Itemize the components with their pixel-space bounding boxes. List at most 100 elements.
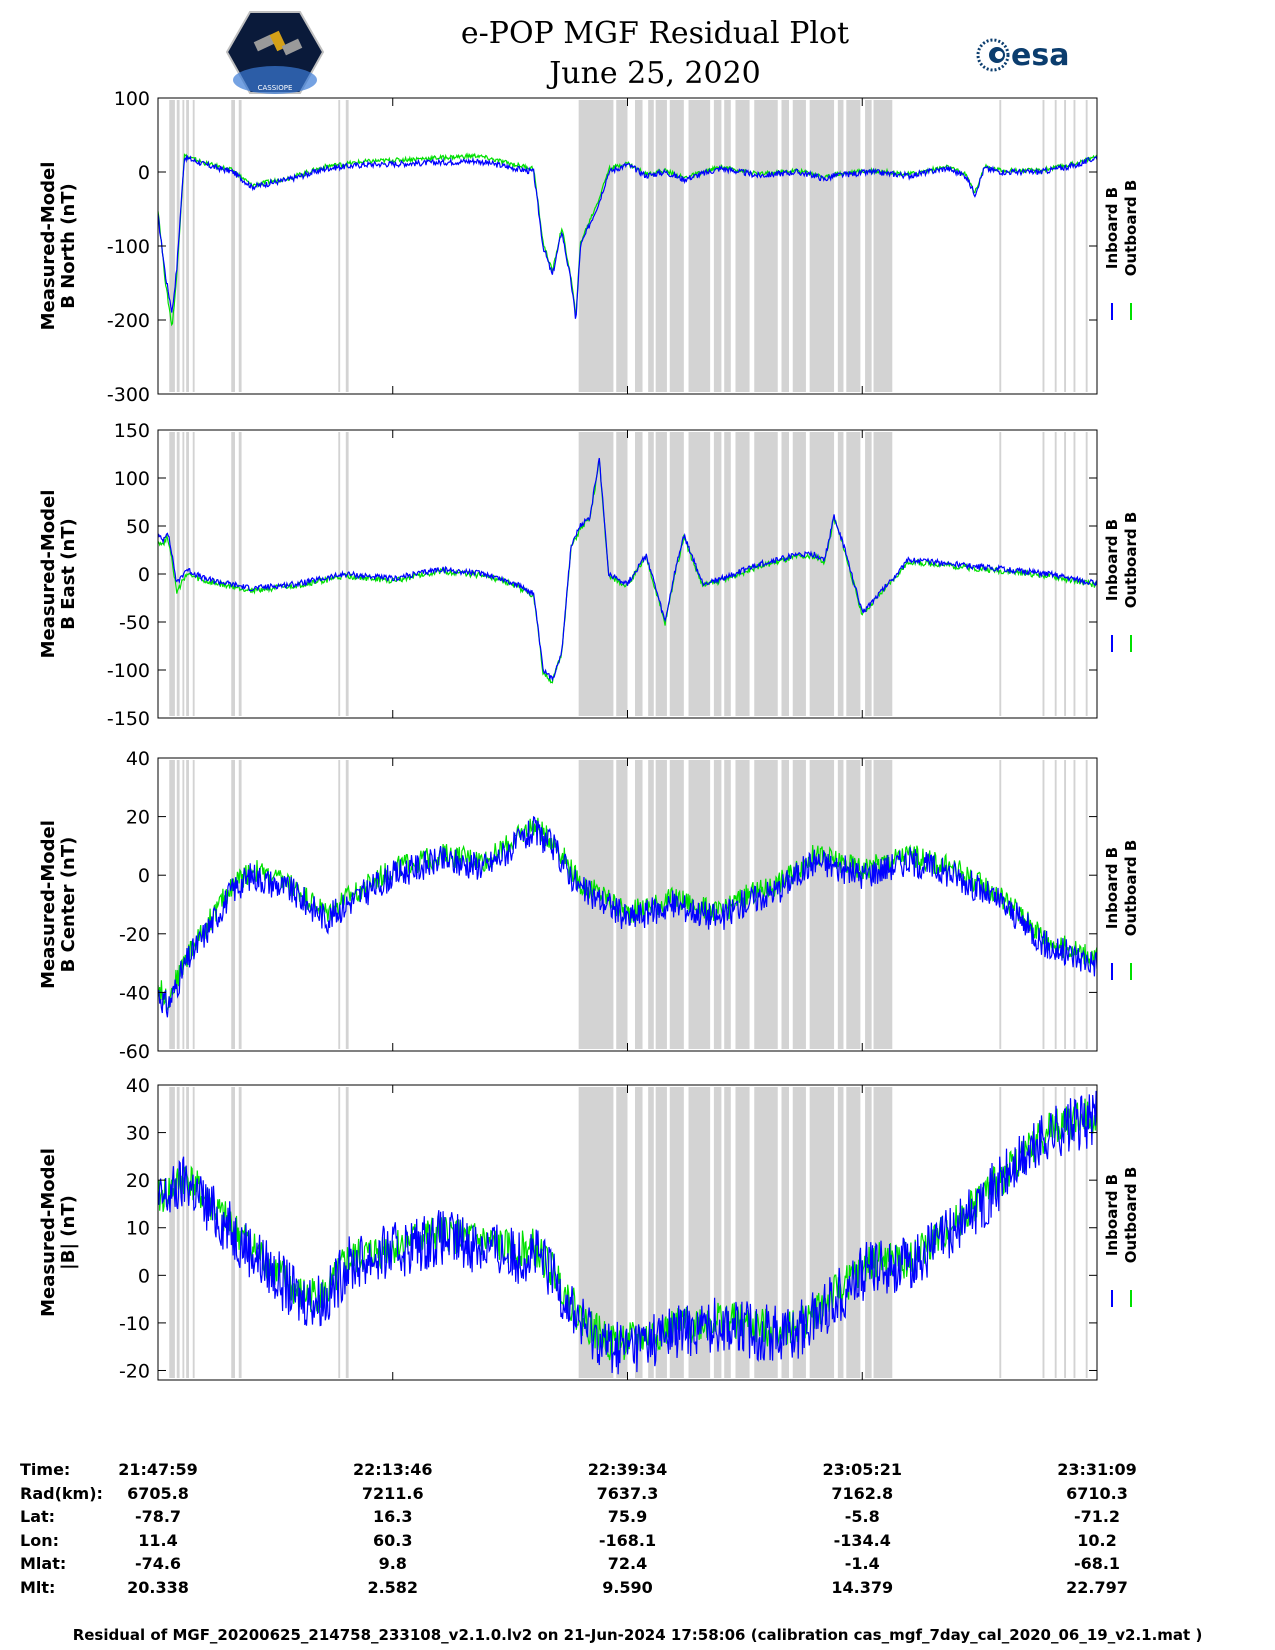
panel-3: 40 20 0 -20 -40 -60 Measured-Model B Center (nT… bbox=[38, 748, 1140, 1063]
legend-label: Outboard B bbox=[1122, 840, 1140, 937]
shaded-interval bbox=[809, 432, 835, 716]
shaded-interval bbox=[837, 432, 844, 716]
shaded-interval bbox=[1085, 432, 1088, 716]
shaded-interval bbox=[192, 760, 195, 1049]
shaded-interval bbox=[578, 100, 614, 392]
y-tick-label: -40 bbox=[119, 982, 150, 1004]
shaded-interval bbox=[186, 760, 189, 1049]
shaded-interval bbox=[648, 100, 654, 392]
y-tick-label: 0 bbox=[138, 865, 150, 887]
shaded-interval bbox=[1073, 432, 1076, 716]
shaded-interval bbox=[837, 760, 844, 1049]
shaded-interval bbox=[169, 100, 175, 392]
shaded-interval bbox=[688, 1087, 711, 1378]
shaded-interval bbox=[846, 1087, 861, 1378]
shaded-interval bbox=[616, 1087, 628, 1378]
shaded-interval bbox=[865, 432, 872, 716]
orbit-info-value: 7162.8 bbox=[831, 1483, 894, 1503]
shaded-interval bbox=[648, 1087, 654, 1378]
orbit-info-value: -5.8 bbox=[844, 1507, 880, 1526]
shaded-interval bbox=[1085, 760, 1088, 1049]
shaded-interval bbox=[231, 100, 235, 392]
shaded-interval bbox=[713, 1087, 722, 1378]
orbit-info-value: -68.1 bbox=[1073, 1554, 1121, 1573]
caption: Residual of MGF_20200625_214758_233108_v… bbox=[72, 1626, 1203, 1644]
orbit-info-table: Time: Rad(km): Lat: Lon: Mlat: Mlt: 21:47:59 67… bbox=[0, 1460, 1275, 1630]
shaded-interval bbox=[1085, 1087, 1088, 1378]
shaded-interval bbox=[837, 100, 844, 392]
shaded-interval bbox=[1073, 1087, 1076, 1378]
shaded-interval bbox=[724, 432, 731, 716]
shaded-interval bbox=[338, 1087, 341, 1378]
orbit-info-value: 75.9 bbox=[607, 1507, 648, 1526]
shaded-interval bbox=[754, 432, 778, 716]
shaded-interval bbox=[724, 100, 731, 392]
shaded-interval bbox=[735, 1087, 750, 1378]
title-line-2: June 25, 2020 bbox=[549, 56, 761, 91]
legend-label: Inboard B bbox=[1103, 519, 1121, 601]
orbit-info-value: -71.2 bbox=[1073, 1507, 1121, 1526]
shaded-interval bbox=[724, 760, 731, 1049]
legend-label: Inboard B bbox=[1103, 187, 1121, 269]
shaded-interval bbox=[176, 760, 180, 1049]
shaded-interval bbox=[999, 432, 1002, 716]
shaded-interval bbox=[792, 1087, 806, 1378]
orbit-info-value: 16.3 bbox=[373, 1507, 413, 1526]
shaded-interval bbox=[865, 100, 872, 392]
panel-2: 150 100 50 0 -50 -100 -150 Measured-Model B East… bbox=[38, 420, 1140, 730]
orbit-info-value: 7211.6 bbox=[361, 1483, 424, 1503]
y-tick-label: -60 bbox=[119, 1041, 150, 1063]
shaded-interval bbox=[781, 760, 790, 1049]
orbit-info-value: 23:31:09 bbox=[1057, 1460, 1137, 1479]
shaded-interval bbox=[616, 100, 628, 392]
orbit-info-label: Mlt: bbox=[20, 1577, 56, 1597]
y-tick-label: 40 bbox=[126, 748, 150, 770]
y-axis-label: B North (nT) bbox=[58, 183, 79, 309]
orbit-info-value: -74.6 bbox=[134, 1554, 182, 1573]
y-axis-label: B East (nT) bbox=[58, 518, 79, 630]
shaded-interval bbox=[688, 100, 711, 392]
orbit-info-value: 10.2 bbox=[1077, 1530, 1117, 1550]
y-axis-label: B Center (nT) bbox=[58, 837, 79, 973]
orbit-info-value: 22.797 bbox=[1066, 1577, 1128, 1597]
shaded-interval bbox=[781, 100, 790, 392]
y-tick-label: 40 bbox=[126, 1075, 150, 1097]
shaded-interval bbox=[1073, 100, 1076, 392]
legend-label: Inboard B bbox=[1103, 1174, 1121, 1256]
series-inboard-line bbox=[158, 155, 1097, 319]
shaded-interval bbox=[176, 1087, 180, 1378]
shaded-interval bbox=[1042, 760, 1045, 1049]
shaded-interval bbox=[169, 432, 175, 716]
shaded-interval bbox=[873, 1087, 893, 1378]
shaded-interval bbox=[1042, 100, 1045, 392]
shaded-interval bbox=[713, 100, 722, 392]
shaded-interval bbox=[182, 760, 185, 1049]
shaded-interval bbox=[781, 432, 790, 716]
shaded-interval bbox=[713, 432, 722, 716]
shaded-interval bbox=[669, 1087, 684, 1378]
orbit-info-value: -168.1 bbox=[598, 1530, 657, 1550]
shaded-interval bbox=[669, 432, 684, 716]
header: CASSIOPE e-POP MGF Residual Plot June 25… bbox=[0, 0, 1275, 100]
shaded-interval bbox=[846, 432, 861, 716]
shaded-interval bbox=[1073, 760, 1076, 1049]
shaded-interval bbox=[192, 1087, 195, 1378]
shaded-interval bbox=[713, 760, 722, 1049]
orbit-info-value: 22:39:34 bbox=[587, 1460, 668, 1479]
shaded-interval bbox=[669, 100, 684, 392]
shaded-interval bbox=[873, 760, 893, 1049]
cassiope-logo-text: CASSIOPE bbox=[258, 84, 293, 92]
orbit-info-value: 14.379 bbox=[831, 1577, 894, 1597]
shaded-interval bbox=[186, 1087, 189, 1378]
shaded-interval bbox=[999, 1087, 1002, 1378]
y-tick-label: -300 bbox=[107, 384, 150, 406]
esa-logo-text: esa bbox=[1011, 38, 1069, 73]
shaded-interval bbox=[1064, 100, 1067, 392]
y-tick-label: 0 bbox=[138, 564, 150, 586]
shaded-interval bbox=[616, 432, 628, 716]
shaded-interval bbox=[846, 760, 861, 1049]
y-tick-label: 0 bbox=[138, 162, 150, 184]
shaded-interval bbox=[999, 100, 1002, 392]
orbit-info-value: 23:05:21 bbox=[822, 1460, 903, 1479]
y-tick-label: 50 bbox=[126, 516, 150, 538]
